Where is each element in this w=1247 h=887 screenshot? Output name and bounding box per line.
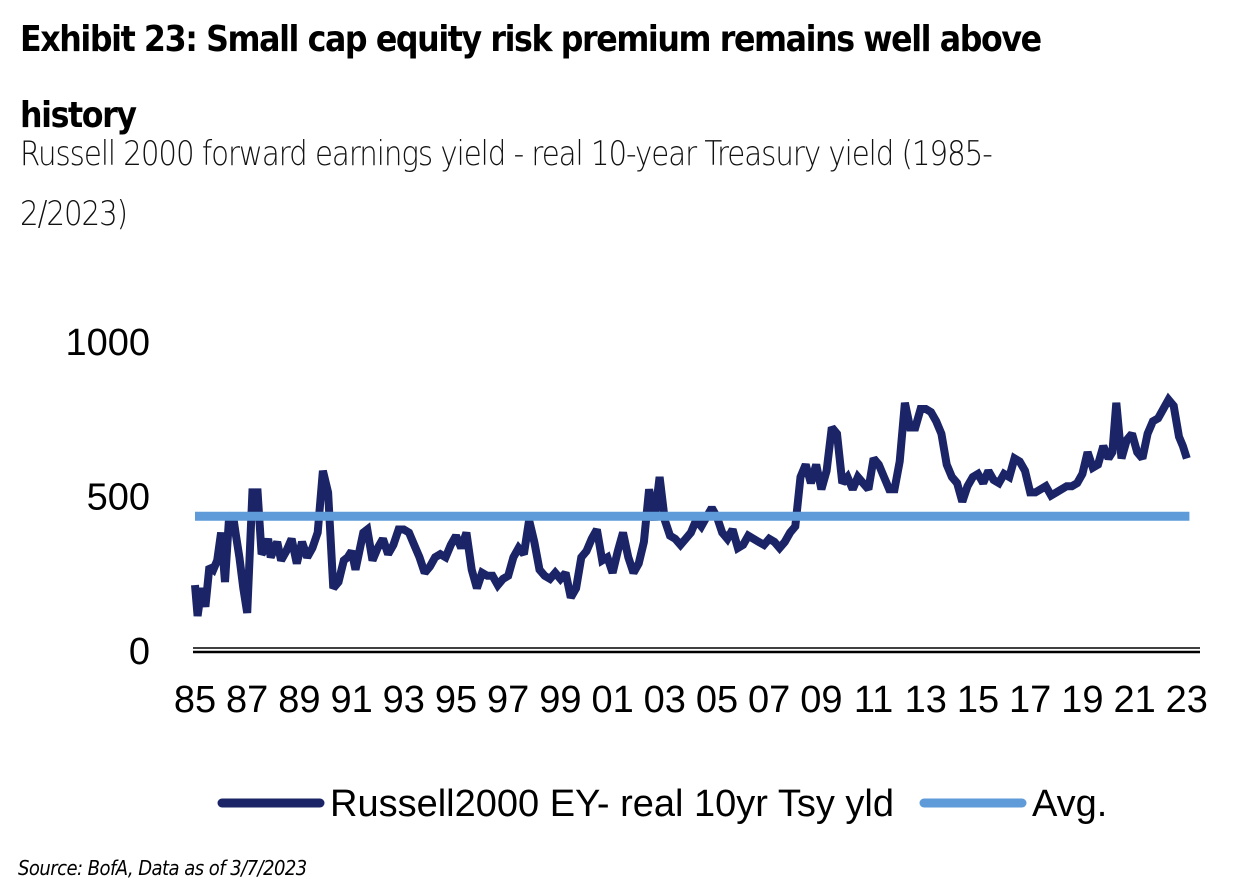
- y-tick-label: 0: [129, 631, 150, 673]
- x-tick-label: 01: [591, 679, 633, 721]
- series-layer: [191, 392, 1191, 617]
- x-tick-label: 05: [696, 679, 738, 721]
- x-tick-label: 07: [748, 679, 790, 721]
- x-tick-label: 95: [435, 679, 477, 721]
- legend-label: Avg.: [1032, 783, 1107, 825]
- x-axis-baseline: [193, 647, 1200, 654]
- chart-subtitle-line-2: 2/2023): [20, 194, 128, 234]
- chart-title-line-2: history: [20, 95, 137, 136]
- x-tick-label: 85: [174, 679, 216, 721]
- x-tick-label: 15: [957, 679, 999, 721]
- x-tick-label: 09: [800, 679, 842, 721]
- legend-label: Russell2000 EY- real 10yr Tsy yld: [330, 783, 894, 825]
- x-tick-label: 11: [854, 679, 893, 721]
- x-tick-label: 89: [278, 679, 320, 721]
- legend-item-russell2000: Russell2000 EY- real 10yr Tsy yld: [217, 783, 894, 825]
- x-tick-label: 93: [383, 679, 425, 721]
- chart-title: Exhibit 23: Small cap equity risk premiu…: [20, 2, 1234, 154]
- x-tick-label: 99: [539, 679, 581, 721]
- legend: Russell2000 EY- real 10yr Tsy yld Avg.: [217, 783, 1107, 825]
- x-tick-label: 19: [1061, 679, 1103, 721]
- x-tick-label: 03: [644, 679, 686, 721]
- chart-subtitle-line-1: Russell 2000 forward earnings yield - re…: [20, 134, 993, 174]
- x-tick-label: 23: [1166, 679, 1208, 721]
- source-note: Source: BofA, Data as of 3/7/2023: [18, 856, 307, 880]
- x-tick-label: 17: [1009, 679, 1051, 721]
- chart-title-line-1: Exhibit 23: Small cap equity risk premiu…: [20, 19, 1042, 60]
- chart-subtitle: Russell 2000 forward earnings yield - re…: [20, 124, 1247, 244]
- y-tick-label: 1000: [65, 322, 150, 364]
- x-tick-label: 21: [1113, 679, 1155, 721]
- x-axis: 85 87 89 91 93 95 97 99 01 03 05 07 09 11 13 15 17 19 21 23: [174, 679, 1208, 721]
- y-axis: 0 500 1000: [65, 322, 150, 673]
- legend-item-average: Avg.: [919, 783, 1107, 825]
- x-tick-label: 91: [330, 679, 372, 721]
- y-tick-label: 500: [87, 477, 150, 519]
- x-tick-label: 87: [226, 679, 268, 721]
- x-tick-label: 97: [487, 679, 529, 721]
- series-line-russell2000-ey: [191, 392, 1191, 617]
- x-tick-label: 13: [905, 679, 947, 721]
